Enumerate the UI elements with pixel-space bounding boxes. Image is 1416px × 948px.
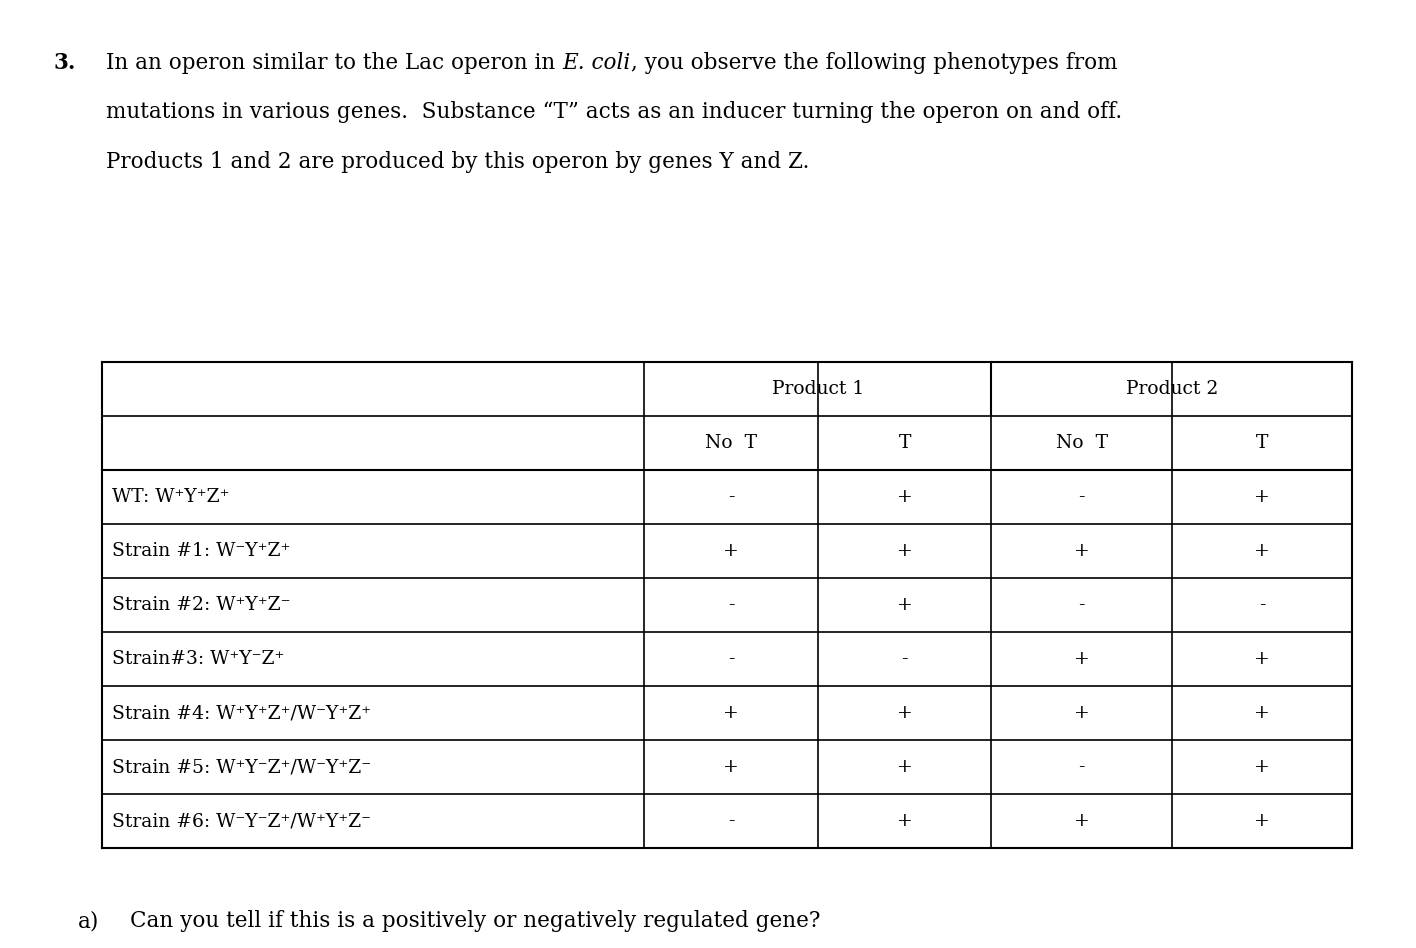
- Text: Strain #4: W⁺Y⁺Z⁺/W⁻Y⁺Z⁺: Strain #4: W⁺Y⁺Z⁺/W⁻Y⁺Z⁺: [112, 704, 371, 722]
- Text: -: -: [1079, 488, 1085, 506]
- Text: +: +: [1073, 542, 1090, 560]
- Text: +: +: [896, 704, 913, 722]
- Text: +: +: [1255, 704, 1270, 722]
- Text: +: +: [896, 542, 913, 560]
- Text: Products 1 and 2 are produced by this operon by genes Y and Z.: Products 1 and 2 are produced by this op…: [106, 151, 810, 173]
- Text: Strain#3: W⁺Y⁻Z⁺: Strain#3: W⁺Y⁻Z⁺: [112, 650, 285, 668]
- Text: 3.: 3.: [54, 52, 76, 74]
- Text: +: +: [896, 812, 913, 830]
- Text: -: -: [728, 812, 735, 830]
- Text: +: +: [1073, 812, 1090, 830]
- Text: E. coli: E. coli: [562, 52, 630, 74]
- Text: +: +: [896, 488, 913, 506]
- Text: +: +: [1255, 758, 1270, 776]
- Text: -: -: [728, 650, 735, 668]
- Text: +: +: [1073, 704, 1090, 722]
- Text: Strain #2: W⁺Y⁺Z⁻: Strain #2: W⁺Y⁺Z⁻: [112, 596, 290, 614]
- Text: -: -: [1079, 596, 1085, 614]
- Text: Strain #5: W⁺Y⁻Z⁺/W⁻Y⁺Z⁻: Strain #5: W⁺Y⁻Z⁺/W⁻Y⁺Z⁻: [112, 758, 371, 776]
- Text: -: -: [728, 488, 735, 506]
- Text: +: +: [724, 758, 739, 776]
- Text: T: T: [899, 434, 910, 452]
- Text: No  T: No T: [705, 434, 758, 452]
- Text: +: +: [724, 542, 739, 560]
- Text: a): a): [78, 910, 99, 932]
- Text: No  T: No T: [1056, 434, 1107, 452]
- Text: T: T: [1256, 434, 1269, 452]
- Text: +: +: [896, 596, 913, 614]
- Text: Can you tell if this is a positively or negatively regulated gene?: Can you tell if this is a positively or …: [130, 910, 821, 932]
- Text: +: +: [1255, 650, 1270, 668]
- Text: +: +: [1073, 650, 1090, 668]
- Text: Strain #1: W⁻Y⁺Z⁺: Strain #1: W⁻Y⁺Z⁺: [112, 542, 290, 560]
- Text: In an operon similar to the Lac operon in: In an operon similar to the Lac operon i…: [106, 52, 562, 74]
- Text: Strain #6: W⁻Y⁻Z⁺/W⁺Y⁺Z⁻: Strain #6: W⁻Y⁻Z⁺/W⁺Y⁺Z⁻: [112, 812, 371, 830]
- Text: +: +: [724, 704, 739, 722]
- Text: mutations in various genes.  Substance “T” acts as an inducer turning the operon: mutations in various genes. Substance “T…: [106, 101, 1123, 123]
- Text: -: -: [728, 596, 735, 614]
- Text: +: +: [1255, 542, 1270, 560]
- Text: +: +: [1255, 488, 1270, 506]
- Text: Product 1: Product 1: [772, 380, 864, 398]
- Text: -: -: [902, 650, 908, 668]
- Text: -: -: [1259, 596, 1266, 614]
- Text: WT: W⁺Y⁺Z⁺: WT: W⁺Y⁺Z⁺: [112, 488, 229, 506]
- Text: , you observe the following phenotypes from: , you observe the following phenotypes f…: [630, 52, 1117, 74]
- Text: +: +: [896, 758, 913, 776]
- Text: Product 2: Product 2: [1126, 380, 1218, 398]
- Text: -: -: [1079, 758, 1085, 776]
- Text: +: +: [1255, 812, 1270, 830]
